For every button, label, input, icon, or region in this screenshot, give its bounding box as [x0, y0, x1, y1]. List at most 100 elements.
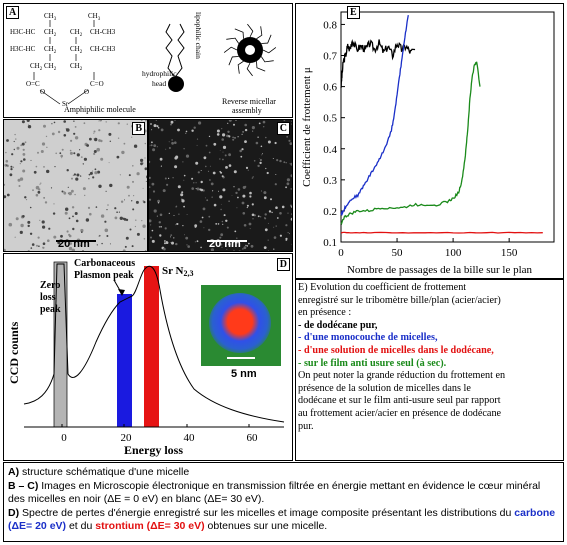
zero-loss-label-3: peak — [40, 304, 61, 315]
formula-h3c-hc-1: H3C-HC — [10, 28, 36, 36]
x-axis-label: Energy loss — [124, 443, 183, 457]
formula-oc-left: O=C — [26, 80, 40, 88]
lipophilic-label: lipophilic chain — [194, 12, 203, 59]
e-line-monolayer: - d'une monocouche de micelles, — [298, 332, 438, 344]
reverse-label-1: Reverse micellar — [222, 97, 276, 106]
formula-ch2-c: CH2 — [44, 62, 57, 72]
svg-text:40: 40 — [184, 432, 196, 444]
carbon-label-2: Plasmon peak — [74, 270, 134, 281]
formula-ch3-b: CH3 — [88, 12, 101, 22]
tem-texture-c — [149, 120, 292, 251]
svg-text:0: 0 — [61, 432, 67, 444]
panel-b-tem-image: B 20 nm — [3, 119, 148, 252]
x-ticks: 0 20 40 60 — [61, 424, 258, 444]
friction-chart: 0.1 0.2 0.3 0.4 0.5 0.6 0.7 0.8 0 50 100 150 Nombre … — [301, 11, 555, 276]
svg-text:20: 20 — [121, 432, 133, 444]
scale-bar-c — [207, 240, 247, 242]
inset-scale-bar — [227, 357, 255, 359]
x-tick-label: 150 — [501, 247, 518, 259]
formula-sr: Sr — [62, 100, 69, 108]
e-line-9: présence de la solution de micelles dans… — [298, 382, 471, 394]
formula-ch-ch3-1: CH-CH3 — [90, 28, 116, 36]
y-tick-label: 0.6 — [323, 82, 337, 94]
amphiphilic-label: Amphiphilic molecule — [64, 105, 136, 114]
e-line-12: pur. — [298, 420, 314, 432]
hydrophilic-label-2: head — [152, 79, 166, 88]
hydrophilic-head — [168, 76, 184, 92]
e-line-1: E) Evolution du coefficient de frottemen… — [298, 282, 467, 293]
e-line-solution: - d'une solution de micelles dans le dod… — [298, 344, 494, 356]
formula-ch2-e: CH2 — [70, 28, 83, 38]
carbon-label-1: Carbonaceous — [74, 258, 135, 269]
y-tick-label: 0.1 — [323, 237, 337, 249]
formula-ch2-b: CH2 — [44, 45, 57, 55]
x-axis-label: Nombre de passages de la bille sur le pl… — [347, 264, 533, 276]
panel-a-tag: A — [6, 6, 20, 19]
scale-label-b: 20 nm — [58, 238, 90, 250]
reverse-label-2: assembly — [232, 106, 262, 115]
e-line-film: - sur le film anti usure seul (à sec). — [298, 357, 447, 369]
panel-a: A CH3 H3C-HC CH2 H3C-HC CH2 CH2 CH2 O=C … — [3, 3, 293, 118]
series-line-2 — [340, 61, 481, 225]
e-line-11: au frottement acier/acier en présence de… — [298, 407, 502, 419]
formula-ch3-a: CH3 — [44, 12, 57, 22]
y-tick-label: 0.7 — [323, 51, 337, 63]
x-tick-label: 50 — [392, 247, 404, 259]
figure-caption: A) structure schématique d'une micelle B… — [3, 462, 564, 542]
panel-e: 0.1 0.2 0.3 0.4 0.5 0.6 0.7 0.8 0 50 100 150 Nombre … — [295, 3, 564, 279]
scale-bar-b — [56, 240, 96, 242]
carbon-band — [117, 294, 132, 427]
reverse-micelle-drawing — [223, 23, 277, 77]
formula-h3c-hc-2: H3C-HC — [10, 45, 36, 53]
formula-ch2-d: CH2 — [30, 62, 43, 72]
tem-texture-b — [4, 120, 147, 251]
panel-c-tag: C — [276, 122, 290, 135]
y-tick-label: 0.2 — [323, 206, 337, 218]
strontium-band — [144, 266, 159, 427]
e-line-2: enregistré sur le tribomètre bille/plan … — [298, 294, 501, 306]
e-line-dodecane: - de dodécane pur, — [298, 319, 378, 331]
sr-label: Sr N2,3 — [162, 265, 194, 278]
amphiphilic-molecule-diagram: CH3 H3C-HC CH2 H3C-HC CH2 CH2 CH2 O=C O … — [10, 12, 277, 115]
formula: CH3 H3C-HC CH2 H3C-HC CH2 CH2 CH2 O=C O … — [10, 12, 116, 108]
caption-d: D) Spectre de pertes d'énergie enregistr… — [8, 507, 556, 532]
panel-b-tag: B — [132, 122, 145, 135]
zero-loss-label-2: loss — [40, 292, 56, 303]
e-line-3: en présence : — [298, 307, 352, 319]
hydrophilic-label-1: hydrophilic — [142, 69, 177, 78]
scale-label-c: 20 nm — [209, 238, 241, 250]
y-tick-label: 0.8 — [323, 19, 337, 31]
y-tick-label: 0.4 — [323, 144, 337, 156]
panel-e-tag: E — [347, 6, 360, 19]
formula-bonds — [33, 20, 95, 105]
panel-c-tem-image: C 20 nm — [148, 119, 293, 252]
x-tick-label: 100 — [445, 247, 462, 259]
formula-ch2-a: CH2 — [44, 28, 57, 38]
panel-d-tag: D — [276, 258, 290, 271]
formula-ch-ch3-2: CH-CH3 — [90, 45, 116, 53]
e-line-10: dodécane et sur le film anti-usure seul … — [298, 395, 501, 407]
formula-co-right: C=O — [90, 80, 104, 88]
y-tick-label: 0.3 — [323, 175, 337, 187]
x-tick-label: 0 — [338, 247, 344, 259]
composite-micelle-inset — [201, 285, 281, 366]
plot-frame — [340, 11, 555, 243]
y-axis-label: Coefficient de frottement μ — [301, 67, 313, 187]
zero-loss-label-1: Zero — [40, 280, 60, 291]
e-line-8: On peut noter la grande réduction du fro… — [298, 370, 506, 382]
panel-d: D 0 20 40 60 Energy loss CCD counts Zero… — [3, 253, 293, 461]
series-line-1 — [340, 14, 409, 216]
y-axis-label: CCD counts — [7, 321, 21, 384]
formula-ch2-f: CH2 — [70, 45, 83, 55]
caption-bc: B – C) Images en Microscopie électroniqu… — [8, 480, 541, 505]
series-line-3 — [340, 231, 543, 234]
caption-a: A) structure schématique d'une micelle — [8, 466, 190, 478]
panel-e-text-box — [295, 279, 564, 461]
formula-ch2-g: CH2 — [70, 62, 83, 72]
lipophilic-chain-drawing — [165, 23, 185, 77]
series-line-0 — [340, 39, 416, 89]
svg-text:60: 60 — [247, 432, 259, 444]
eels-spectrum: 0 20 40 60 Energy loss CCD counts Zero l… — [7, 258, 285, 457]
spectrum-curve — [23, 263, 285, 423]
panel-e-description: E) Evolution du coefficient de frottemen… — [298, 282, 562, 433]
